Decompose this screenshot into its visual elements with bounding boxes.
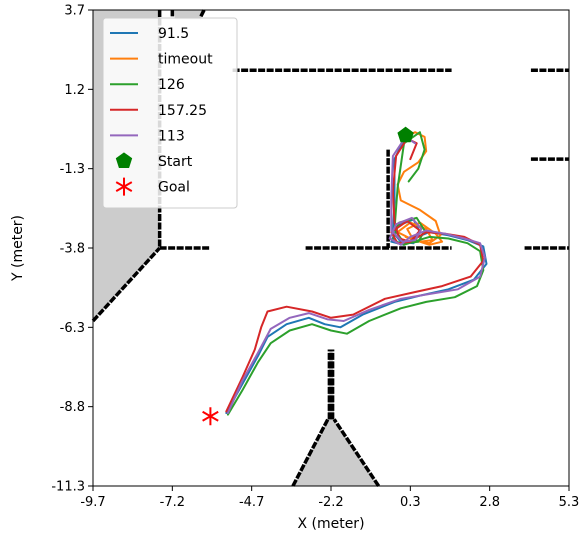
- x-ticks: -9.7 -7.2 -4.7 -2.2 0.3 2.8 5.3: [80, 486, 579, 510]
- y-tick-label: -1.3: [60, 162, 85, 177]
- x-tick-label: 0.3: [400, 495, 421, 510]
- obstacle-region: [292, 349, 379, 486]
- legend: 91.5 timeout 126 157.25 113 Start Goal: [102, 17, 238, 209]
- obstacle-region: [172, 10, 205, 20]
- legend-label: 91.5: [158, 26, 189, 42]
- obstacle-wall: [199, 9, 206, 18]
- legend-goal-marker: [115, 177, 133, 196]
- start-marker: [397, 126, 414, 143]
- y-axis-title: Y (meter): [10, 215, 26, 282]
- x-tick-label: -2.2: [318, 495, 343, 510]
- y-tick-label: -11.3: [51, 480, 85, 495]
- obstacle-wall: [332, 418, 381, 487]
- legend-start-marker: [115, 152, 133, 168]
- x-tick-label: 5.3: [559, 495, 580, 510]
- y-tick-label: -8.8: [60, 400, 85, 415]
- goal-marker: [202, 407, 219, 426]
- legend-label: Goal: [158, 180, 190, 196]
- series-line: [226, 131, 485, 416]
- legend-label: 113: [158, 128, 185, 144]
- y-tick-label: 3.7: [64, 4, 85, 19]
- legend-label: timeout: [158, 52, 213, 68]
- legend-box: [102, 17, 238, 209]
- y-tick-label: -6.3: [60, 321, 85, 336]
- legend-label: 126: [158, 77, 185, 93]
- x-tick-label: -4.7: [239, 495, 264, 510]
- marker-layer: [202, 126, 414, 426]
- obstacle-wall: [291, 418, 330, 487]
- x-tick-label: 2.8: [479, 495, 500, 510]
- series-line: [225, 137, 485, 413]
- series-line: [226, 135, 486, 414]
- y-ticks: 3.7 1.2 -1.3 -3.8 -6.3 -8.8 -11.3: [51, 4, 93, 495]
- y-tick-label: 1.2: [64, 83, 85, 98]
- legend-label: Start: [158, 154, 193, 170]
- x-axis-title: X (meter): [297, 516, 364, 532]
- series-line: [225, 135, 488, 414]
- y-tick-label: -3.8: [60, 242, 85, 257]
- legend-label: 157.25: [158, 103, 207, 119]
- obstacle-wall: [91, 246, 161, 323]
- x-tick-label: -9.7: [80, 495, 105, 510]
- series-layer: [225, 131, 488, 416]
- x-tick-label: -7.2: [160, 495, 185, 510]
